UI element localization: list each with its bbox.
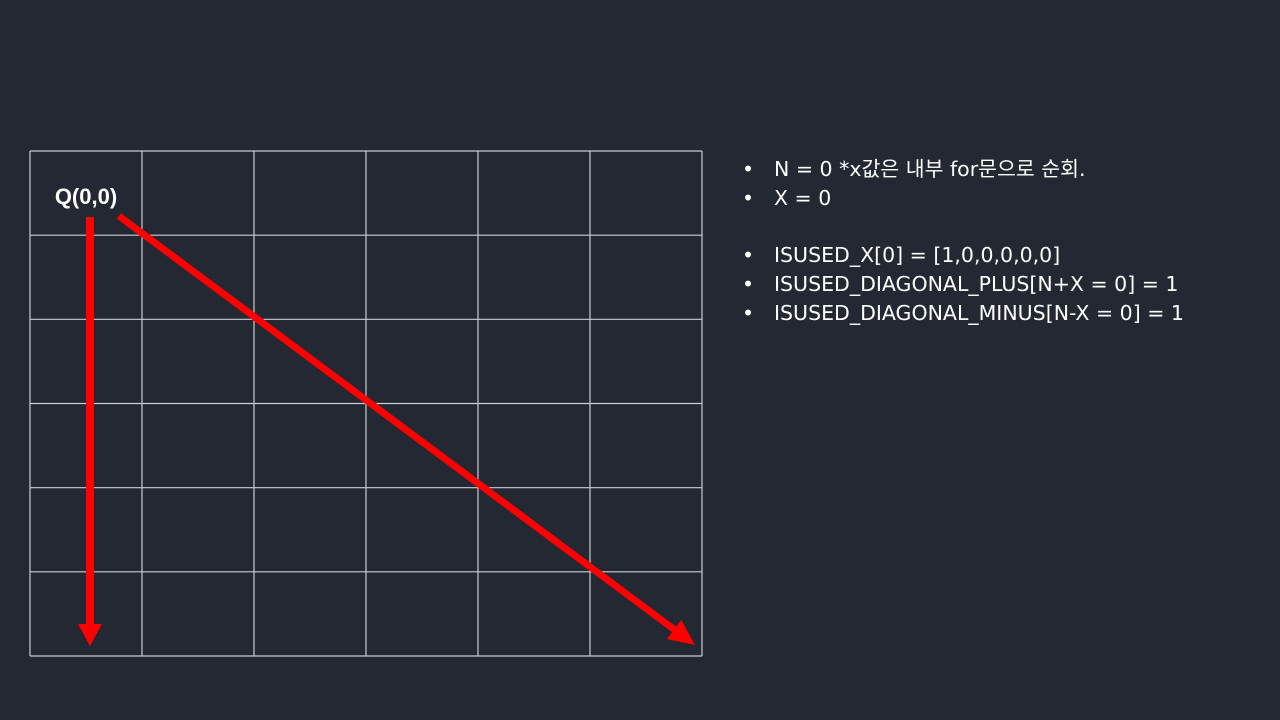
note-x-value: X = 0: [742, 184, 1262, 213]
note-isused-x: ISUSED_X[0] = [1,0,0,0,0,0]: [742, 241, 1262, 270]
note-isused-diagonal-minus: ISUSED_DIAGONAL_MINUS[N-X = 0] = 1: [742, 299, 1262, 328]
notes-list: N = 0 *x값은 내부 for문으로 순회. X = 0 ISUSED_X[…: [742, 155, 1262, 328]
note-n-value: N = 0 *x값은 내부 for문으로 순회.: [742, 155, 1262, 184]
diagonal-arrow-head: [666, 619, 695, 645]
diagonal-arrow-shaft: [116, 213, 677, 633]
queen-label: Q(0,0): [55, 184, 117, 209]
note-isused-diagonal-plus: ISUSED_DIAGONAL_PLUS[N+X = 0] = 1: [742, 270, 1262, 299]
column-arrow-head: [78, 624, 102, 646]
